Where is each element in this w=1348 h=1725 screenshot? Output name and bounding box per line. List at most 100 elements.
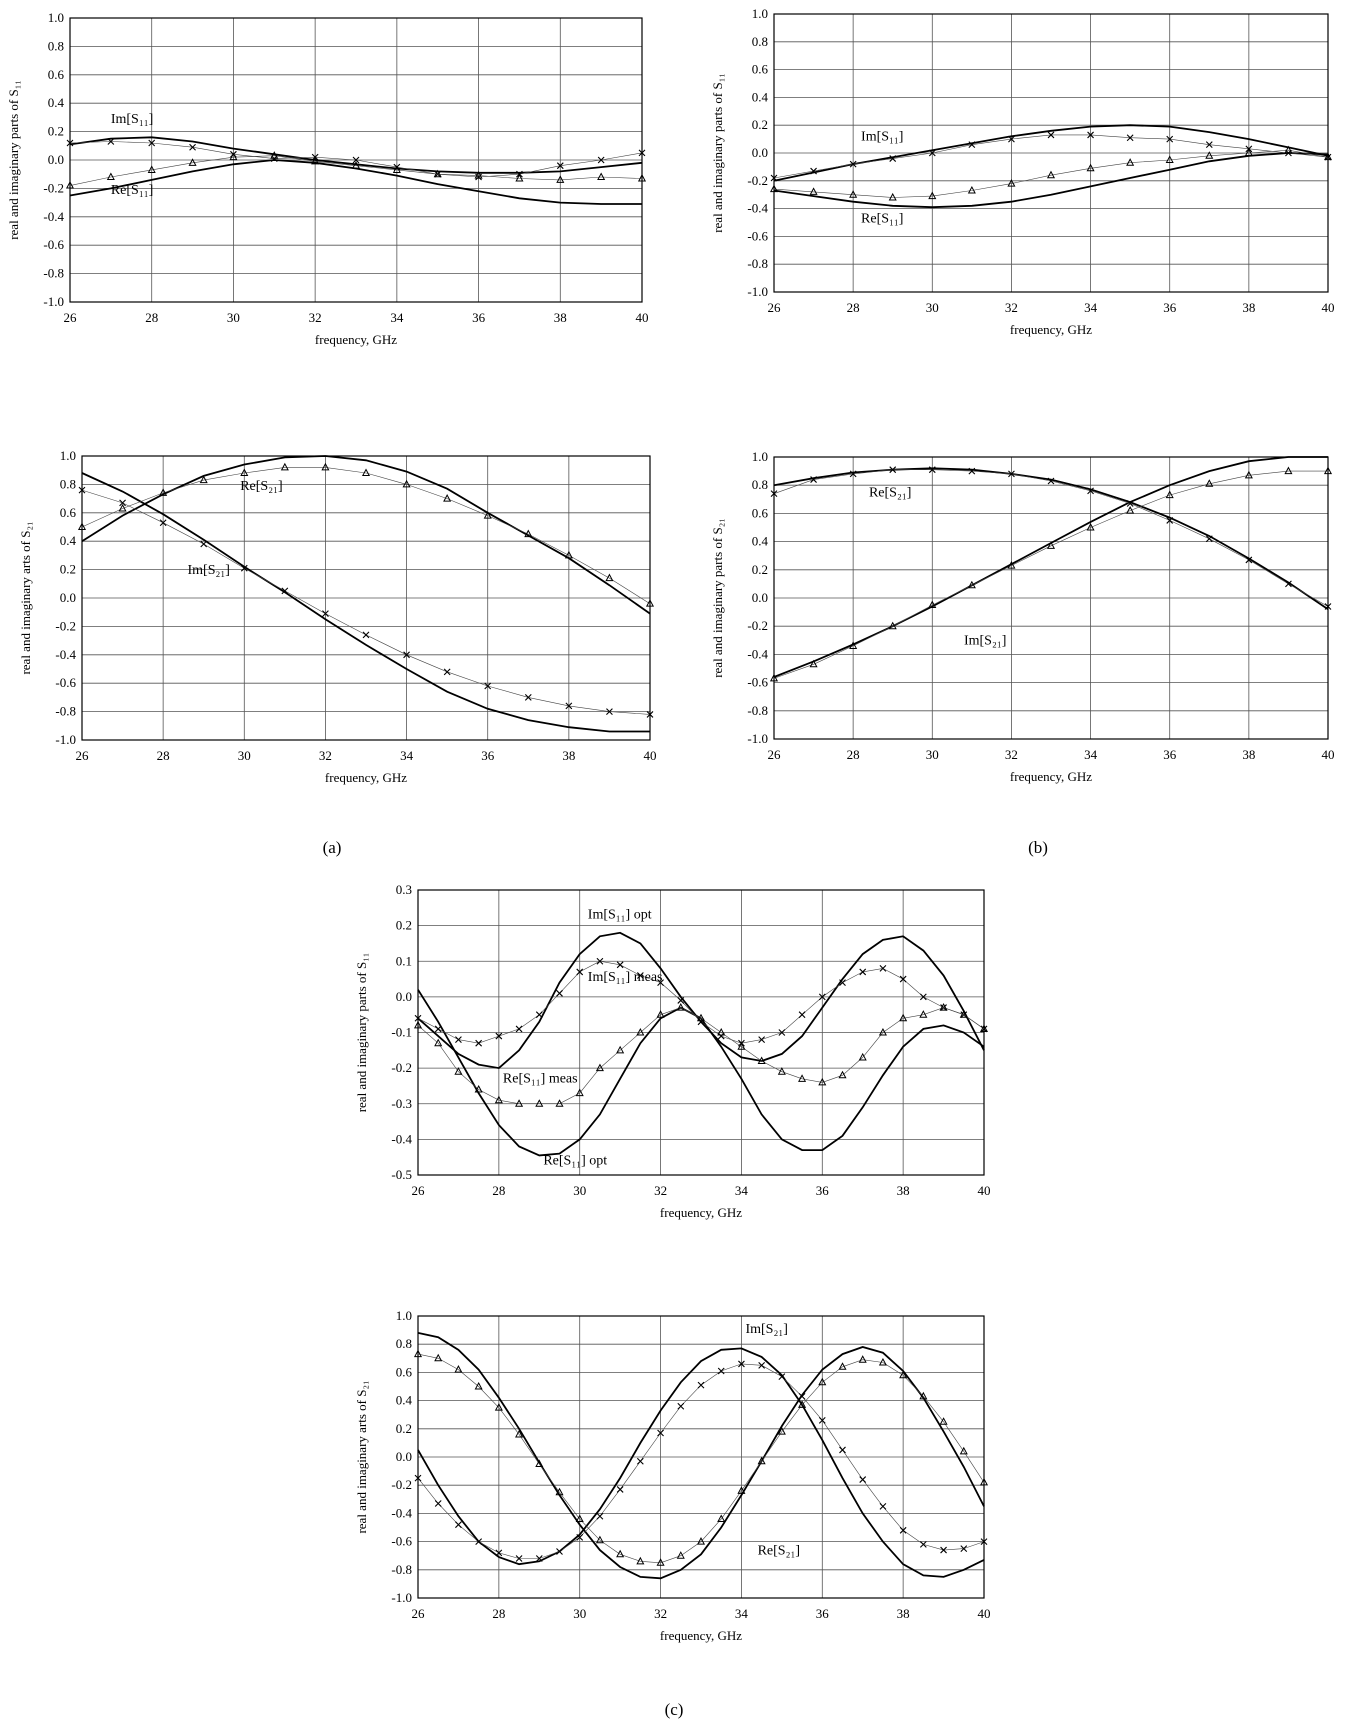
data-point-x bbox=[919, 1541, 927, 1548]
data-point-x bbox=[758, 1036, 766, 1044]
y-tick-label: 0.6 bbox=[48, 67, 65, 82]
data-point-triangle bbox=[147, 165, 156, 173]
data-point-x bbox=[798, 1392, 806, 1400]
data-point-triangle bbox=[361, 468, 371, 477]
series-annotation: Im[S₂₁] bbox=[745, 1322, 787, 1337]
data-point-triangle bbox=[555, 1099, 564, 1107]
x-tick-label: 26 bbox=[412, 1606, 426, 1621]
y-tick-label: -0.2 bbox=[747, 173, 768, 188]
data-point-triangle bbox=[809, 659, 818, 668]
series-line bbox=[773, 152, 1329, 209]
y-tick-label: 0.6 bbox=[752, 505, 769, 520]
data-point-triangle bbox=[838, 1070, 847, 1079]
data-point-x bbox=[403, 651, 410, 659]
data-point-triangle bbox=[645, 599, 655, 607]
x-tick-label: 26 bbox=[768, 747, 782, 762]
chart-svg: 26 28 30 32 34 36 38 40 0.3 0.2 0.1 0.0 -0.1 -0.2 -0.3… bbox=[354, 882, 991, 1220]
x-axis-label: frequency, GHz bbox=[1010, 322, 1092, 337]
data-point-x bbox=[738, 1360, 745, 1368]
data-point-x bbox=[556, 162, 564, 170]
data-point-triangle bbox=[1007, 561, 1016, 569]
data-point-triangle bbox=[636, 1027, 645, 1036]
y-tick-label: 0.0 bbox=[396, 989, 412, 1004]
data-point-triangle bbox=[515, 1429, 524, 1438]
y-tick-label: 0.6 bbox=[60, 505, 77, 520]
y-tick-label: -0.6 bbox=[43, 237, 64, 252]
y-tick-label: -0.2 bbox=[391, 1060, 412, 1075]
y-axis-label: real and imaginary arts of S₂₁ bbox=[18, 521, 33, 674]
data-point-triangle bbox=[1284, 145, 1293, 154]
data-point-triangle bbox=[474, 1084, 483, 1093]
data-point-x bbox=[968, 467, 976, 475]
y-tick-label: -0.5 bbox=[391, 1167, 412, 1182]
x-tick-label: 30 bbox=[926, 747, 939, 762]
data-point-x bbox=[556, 989, 563, 997]
data-point-x bbox=[899, 1526, 907, 1534]
y-tick-label: -0.6 bbox=[747, 228, 768, 243]
data-point-triangle bbox=[919, 1391, 928, 1400]
y-tick-label: -0.6 bbox=[747, 675, 768, 690]
y-tick-label: 0.2 bbox=[752, 117, 768, 132]
data-point-x bbox=[1126, 134, 1134, 142]
data-point-x bbox=[697, 1381, 705, 1389]
data-point-x bbox=[148, 139, 156, 147]
data-point-triangle bbox=[656, 1558, 665, 1566]
y-tick-label: 1.0 bbox=[752, 449, 768, 464]
y-tick-label: 0.0 bbox=[752, 145, 768, 160]
data-point-triangle bbox=[798, 1074, 807, 1082]
x-tick-label: 32 bbox=[319, 748, 332, 763]
data-point-x bbox=[646, 711, 654, 718]
series-line bbox=[773, 467, 1329, 611]
data-point-triangle bbox=[899, 1013, 908, 1022]
data-point-x bbox=[859, 1476, 867, 1483]
series bbox=[414, 957, 988, 1047]
data-point-x bbox=[657, 979, 664, 987]
data-point-x bbox=[1205, 535, 1213, 543]
series bbox=[78, 486, 654, 718]
data-point-x bbox=[810, 167, 817, 175]
data-point-triangle bbox=[967, 185, 976, 194]
data-point-x bbox=[677, 997, 685, 1004]
x-tick-label: 28 bbox=[847, 747, 860, 762]
data-point-x bbox=[1087, 131, 1094, 139]
data-point-x bbox=[899, 975, 907, 983]
data-point-x bbox=[576, 1533, 584, 1541]
x-tick-label: 26 bbox=[64, 310, 78, 325]
data-point-x bbox=[849, 160, 857, 168]
data-point-triangle bbox=[351, 161, 361, 169]
x-tick-label: 38 bbox=[562, 748, 575, 763]
y-tick-label: 0.8 bbox=[60, 476, 76, 491]
series-trace bbox=[773, 149, 1329, 198]
data-point-triangle bbox=[1126, 506, 1135, 514]
series-trace bbox=[773, 470, 1328, 679]
series bbox=[769, 466, 1333, 682]
data-point-x bbox=[78, 486, 86, 494]
data-point-triangle bbox=[696, 1013, 706, 1022]
x-tick-label: 36 bbox=[481, 748, 495, 763]
data-point-triangle bbox=[1086, 522, 1095, 531]
series-trace bbox=[773, 469, 1329, 607]
x-tick-label: 34 bbox=[390, 310, 404, 325]
x-tick-label: 30 bbox=[227, 310, 240, 325]
series bbox=[417, 1347, 985, 1578]
data-point-triangle bbox=[483, 511, 492, 519]
series-line bbox=[417, 931, 985, 1070]
data-point-x bbox=[556, 1548, 563, 1555]
data-point-triangle bbox=[636, 1556, 645, 1565]
data-point-triangle bbox=[77, 522, 87, 530]
data-point-x bbox=[849, 470, 857, 478]
data-point-x bbox=[928, 466, 936, 474]
data-point-triangle bbox=[413, 1020, 423, 1029]
data-point-triangle bbox=[777, 1427, 786, 1435]
data-point-x bbox=[616, 1486, 624, 1493]
data-point-x bbox=[940, 1546, 947, 1554]
y-tick-label: -0.8 bbox=[43, 266, 64, 281]
chart-svg: 26 28 30 32 34 36 38 40 1.0 0.8 0.6 0.4 0.2 0.0 -0.2 -0… bbox=[710, 6, 1335, 337]
x-axis-label: frequency, GHz bbox=[315, 332, 397, 347]
series bbox=[773, 124, 1329, 182]
data-point-x bbox=[1008, 135, 1015, 143]
data-point-triangle bbox=[858, 1052, 867, 1061]
y-tick-label: -0.2 bbox=[747, 618, 768, 633]
series bbox=[413, 1003, 989, 1107]
data-point-x bbox=[434, 1025, 442, 1033]
